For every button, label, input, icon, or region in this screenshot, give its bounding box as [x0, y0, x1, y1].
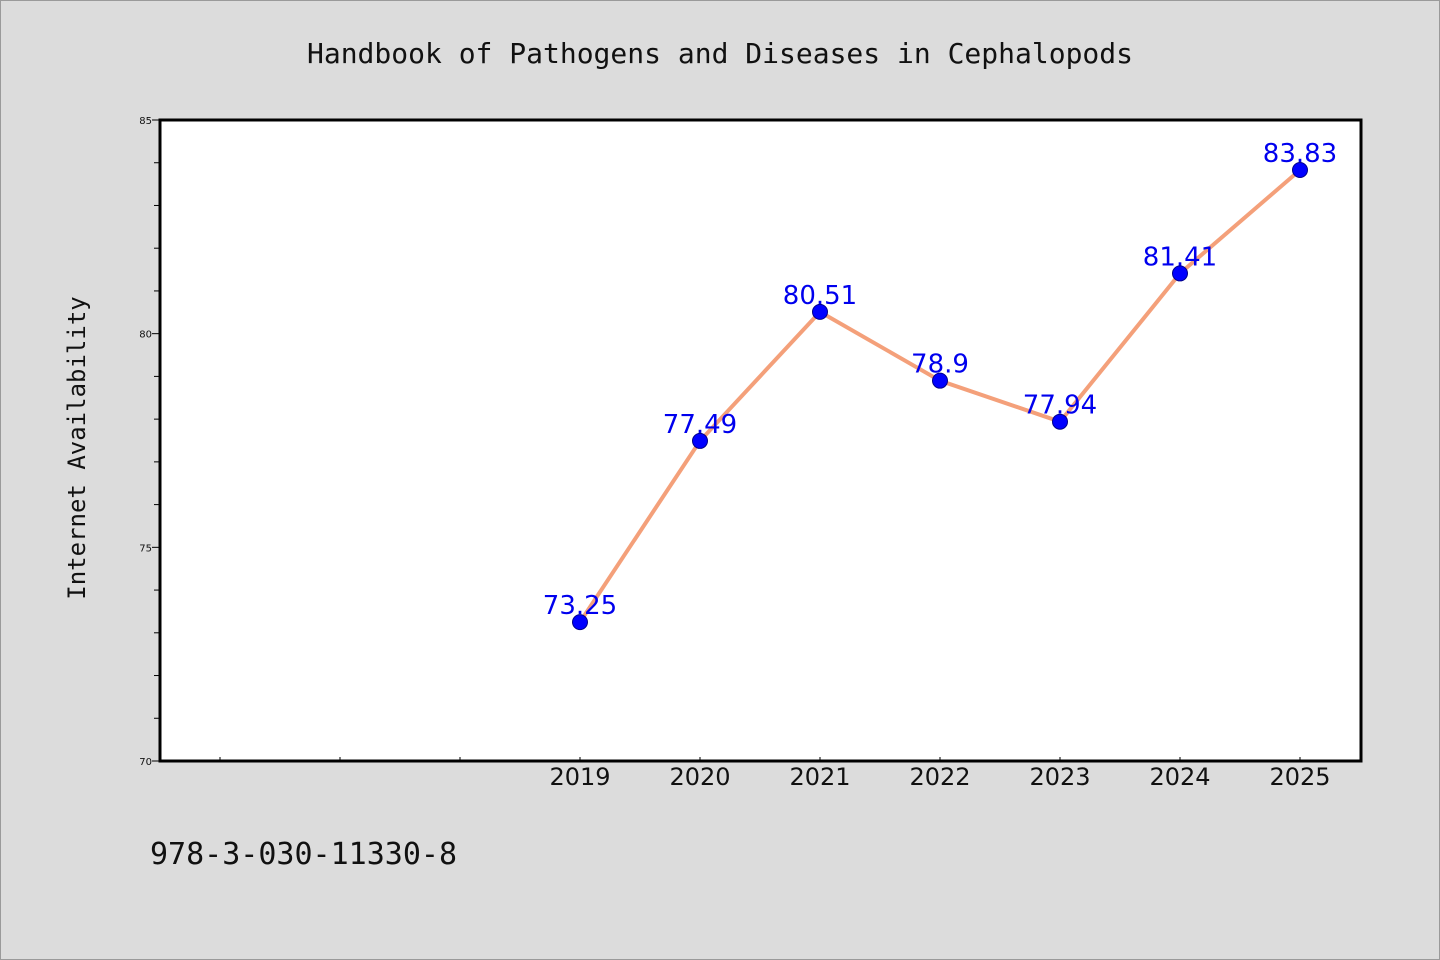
- data-label: 78.9: [911, 350, 969, 380]
- y-tick-label: 80: [139, 330, 152, 341]
- x-tick-label: 2019: [549, 763, 610, 791]
- data-label: 80.51: [783, 281, 857, 311]
- x-tick-label: 2024: [1149, 763, 1210, 791]
- series-line: [572, 161, 1308, 631]
- data-point: [1292, 161, 1308, 178]
- y-tick-label: 70: [139, 757, 152, 768]
- x-tick-label: 2021: [789, 763, 850, 791]
- data-point: [1052, 413, 1068, 430]
- chart-title: Handbook of Pathogens and Diseases in Ce…: [307, 37, 1133, 70]
- data-point: [932, 372, 948, 389]
- data-label: 81.41: [1143, 242, 1217, 272]
- data-point: [812, 303, 828, 320]
- data-label: 77.49: [663, 410, 737, 440]
- data-labels: 73.25 77.49 80.51 78.9 77.94 81.41 83.83: [543, 139, 1337, 621]
- x-axis: 2019 2020 2021 2022 2023 2024 2025: [219, 757, 1331, 791]
- data-point: [692, 432, 708, 449]
- y-axis-label: Internet Availability: [63, 296, 91, 599]
- y-tick-label: 85: [139, 116, 152, 127]
- data-point: [572, 614, 588, 631]
- data-label: 77.94: [1023, 391, 1097, 421]
- y-axis: 70 75 80 85: [139, 116, 160, 768]
- x-tick-label: 2022: [909, 763, 970, 791]
- x-tick-label: 2020: [669, 763, 730, 791]
- x-tick-label: 2025: [1269, 763, 1330, 791]
- data-point: [1172, 265, 1188, 282]
- isbn-text: 978-3-030-11330-8: [150, 837, 457, 872]
- data-label: 83.83: [1263, 139, 1337, 169]
- plot-area: [158, 118, 1363, 763]
- y-tick-label: 75: [139, 543, 152, 554]
- data-label: 73.25: [543, 591, 617, 621]
- x-tick-label: 2023: [1029, 763, 1090, 791]
